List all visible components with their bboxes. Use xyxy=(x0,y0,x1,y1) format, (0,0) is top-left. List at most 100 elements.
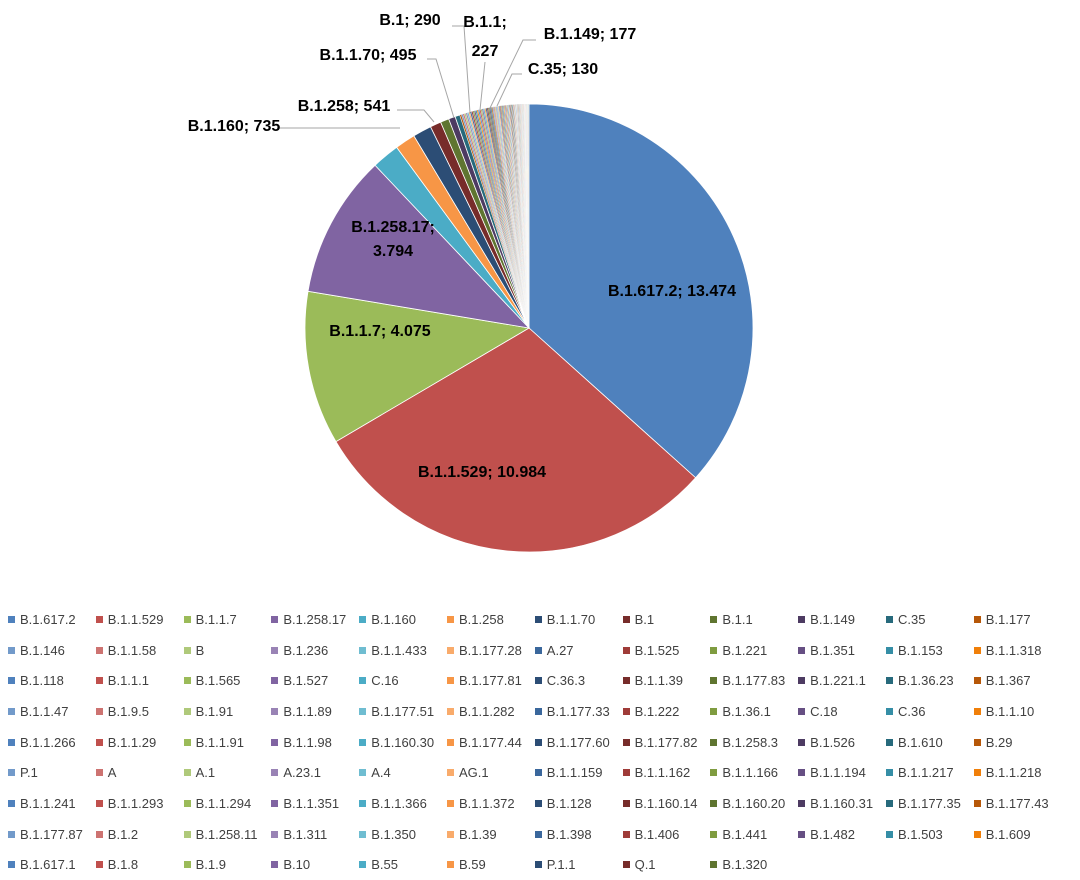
legend-label: B.1.441 xyxy=(722,827,767,842)
legend-label: B.1.1.351 xyxy=(283,796,339,811)
data-label-b-1-617-2: B.1.617.2; 13.474 xyxy=(608,283,736,300)
legend-swatch xyxy=(623,800,630,807)
legend-swatch xyxy=(623,831,630,838)
legend-label: B.1.1.194 xyxy=(810,765,866,780)
legend-label: B.1.1.58 xyxy=(108,643,156,658)
legend-swatch xyxy=(96,831,103,838)
legend-swatch xyxy=(96,861,103,868)
legend-swatch xyxy=(886,616,893,623)
legend-label: B.1.149 xyxy=(810,612,855,627)
legend-swatch xyxy=(184,708,191,715)
legend-item-b-1-1-10: B.1.1.10 xyxy=(974,704,1062,719)
data-label-b-1-1: B.1.1; xyxy=(463,14,507,31)
legend-item-b-1-1-529: B.1.1.529 xyxy=(96,612,184,627)
legend-label: B.1.1.1 xyxy=(108,673,149,688)
legend-item-a: A xyxy=(96,765,184,780)
legend-swatch xyxy=(184,739,191,746)
legend-item-b-1-406: B.1.406 xyxy=(623,827,711,842)
legend-label: B.1.1.372 xyxy=(459,796,515,811)
legend-swatch xyxy=(8,861,15,868)
legend-swatch xyxy=(271,708,278,715)
legend-swatch xyxy=(447,647,454,654)
legend-swatch xyxy=(798,769,805,776)
legend-label: B.1.1.70 xyxy=(547,612,595,627)
legend-label: B.1.350 xyxy=(371,827,416,842)
legend-swatch xyxy=(271,739,278,746)
legend-swatch xyxy=(886,739,893,746)
legend-swatch xyxy=(184,800,191,807)
legend-label: B.10 xyxy=(283,857,310,872)
legend-swatch xyxy=(798,647,805,654)
legend-item-b-1-118: B.1.118 xyxy=(8,673,96,688)
legend-label: B.1.118 xyxy=(20,673,64,688)
legend-label: B.1.320 xyxy=(722,857,767,872)
legend-item-b-1-177-44: B.1.177.44 xyxy=(447,735,535,750)
legend-swatch xyxy=(535,739,542,746)
legend-item-b-1-160-14: B.1.160.14 xyxy=(623,796,711,811)
legend-item-b-1-91: B.1.91 xyxy=(184,704,272,719)
legend-swatch xyxy=(974,708,981,715)
legend-swatch xyxy=(535,861,542,868)
legend-item-b-1-9: B.1.9 xyxy=(184,857,272,872)
legend-item-b-1-221: B.1.221 xyxy=(710,643,798,658)
legend-item-b-1-1-433: B.1.1.433 xyxy=(359,643,447,658)
legend-swatch xyxy=(447,800,454,807)
legend-label: B.1.1.10 xyxy=(986,704,1034,719)
legend-item-b-1-1-7: B.1.1.7 xyxy=(184,612,272,627)
legend-label: B.1.527 xyxy=(283,673,328,688)
data-label-b-1-258: B.1.258; 541 xyxy=(298,98,391,115)
legend-swatch xyxy=(886,831,893,838)
leader-line-b-1-1 xyxy=(480,62,485,110)
legend-label: B.1.177.44 xyxy=(459,735,522,750)
legend-item-b-1-526: B.1.526 xyxy=(798,735,886,750)
legend-swatch xyxy=(359,708,366,715)
legend-item-q-1: Q.1 xyxy=(623,857,711,872)
legend-swatch xyxy=(447,861,454,868)
legend-item-b-1-320: B.1.320 xyxy=(710,857,798,872)
legend-label: B.1.1.241 xyxy=(20,796,76,811)
legend-label: B.1.610 xyxy=(898,735,943,750)
legend-label: B.1.128 xyxy=(547,796,592,811)
legend-label: B.1.91 xyxy=(196,704,234,719)
legend-swatch xyxy=(8,831,15,838)
legend-swatch xyxy=(359,616,366,623)
legend-label: B.1.177.35 xyxy=(898,796,961,811)
legend-swatch xyxy=(798,616,805,623)
legend-item-b-1-1-70: B.1.1.70 xyxy=(535,612,623,627)
legend-label: B.1.177.81 xyxy=(459,673,522,688)
legend-swatch xyxy=(974,769,981,776)
legend-item-b-1-128: B.1.128 xyxy=(535,796,623,811)
legend-item-a-27: A.27 xyxy=(535,643,623,658)
legend-swatch xyxy=(8,708,15,715)
legend-label: A.27 xyxy=(547,643,574,658)
legend-item-b-1-1-282: B.1.1.282 xyxy=(447,704,535,719)
legend-swatch xyxy=(710,739,717,746)
legend-swatch xyxy=(96,616,103,623)
legend-item-b-55: B.55 xyxy=(359,857,447,872)
legend-item-b-1-1-89: B.1.1.89 xyxy=(271,704,359,719)
legend-item-b-1-1-1: B.1.1.1 xyxy=(96,673,184,688)
legend-item-b-1-610: B.1.610 xyxy=(886,735,974,750)
legend-swatch xyxy=(535,647,542,654)
legend-label: B.1.177.28 xyxy=(459,643,522,658)
legend-item-b-1-177-35: B.1.177.35 xyxy=(886,796,974,811)
legend-item-b-1-1-217: B.1.1.217 xyxy=(886,765,974,780)
legend-label: B.1.177.60 xyxy=(547,735,610,750)
legend-item-b-1-1-218: B.1.1.218 xyxy=(974,765,1062,780)
legend-label: C.16 xyxy=(371,673,398,688)
legend-swatch xyxy=(184,616,191,623)
legend-swatch xyxy=(359,769,366,776)
legend-item-b-1-1-241: B.1.1.241 xyxy=(8,796,96,811)
legend-swatch xyxy=(8,769,15,776)
legend-swatch xyxy=(798,831,805,838)
legend-label: B.1.8 xyxy=(108,857,138,872)
legend-label: C.36.3 xyxy=(547,673,585,688)
legend-label: B.1.160.31 xyxy=(810,796,873,811)
legend-label: B.1.221.1 xyxy=(810,673,866,688)
legend-swatch xyxy=(359,677,366,684)
legend-label: B.1.177 xyxy=(986,612,1031,627)
legend-label: B.1.1.159 xyxy=(547,765,603,780)
